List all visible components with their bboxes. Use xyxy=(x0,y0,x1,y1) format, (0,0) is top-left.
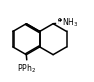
Text: $\mathrm{NH_3}$: $\mathrm{NH_3}$ xyxy=(61,16,78,29)
Text: $\mathrm{PPh_2}$: $\mathrm{PPh_2}$ xyxy=(17,62,36,75)
